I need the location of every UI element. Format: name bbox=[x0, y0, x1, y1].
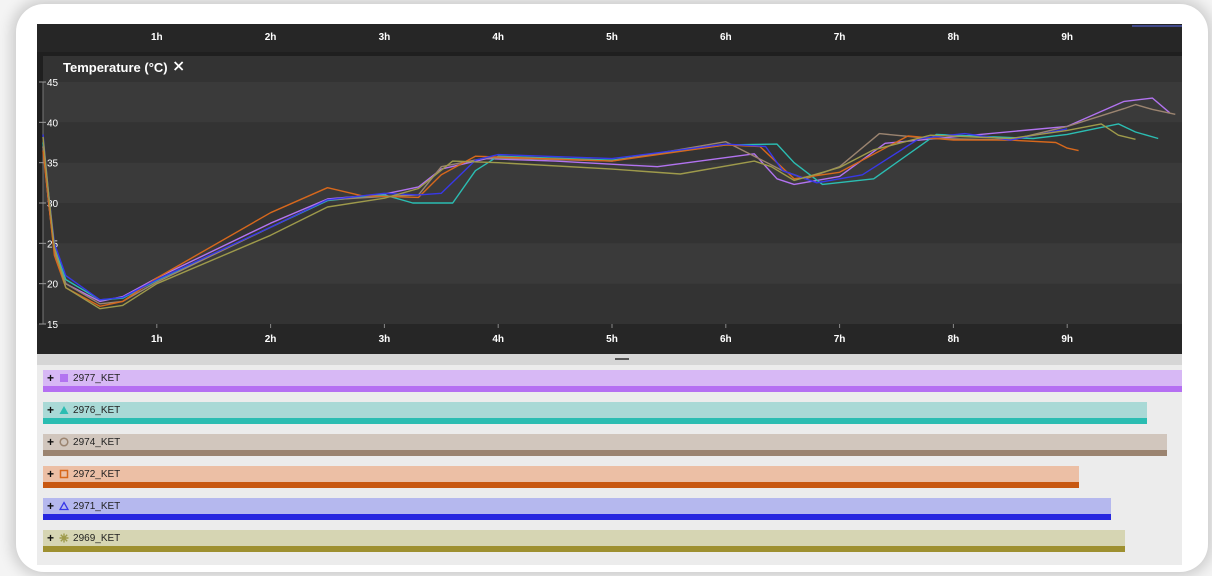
track-duration-bar[interactable] bbox=[43, 418, 1147, 424]
track-row[interactable]: +2969_KET bbox=[37, 530, 1182, 562]
y-tick-label: 20 bbox=[47, 280, 59, 291]
square-outline-marker-icon bbox=[59, 469, 69, 479]
track-label: +2972_KET bbox=[47, 467, 120, 481]
grid-band bbox=[43, 243, 1182, 284]
track-label: +2969_KET bbox=[47, 531, 120, 545]
x-tick-top-label: 8h bbox=[948, 32, 960, 43]
x-tick-label: 3h bbox=[379, 334, 391, 345]
x-tick-label: 4h bbox=[492, 334, 504, 345]
splitter-handle-icon[interactable] bbox=[615, 358, 629, 360]
x-tick-top-label: 3h bbox=[379, 32, 391, 43]
track-duration-bar[interactable] bbox=[43, 514, 1111, 520]
close-icon[interactable] bbox=[174, 61, 184, 71]
x-tick-label: 2h bbox=[265, 334, 277, 345]
track-row[interactable]: +2977_KET bbox=[37, 370, 1182, 402]
panel-splitter[interactable] bbox=[37, 354, 1182, 365]
track-background bbox=[43, 530, 1125, 546]
track-name: 2972_KET bbox=[73, 468, 121, 480]
track-duration-bar[interactable] bbox=[43, 450, 1167, 456]
x-tick-top-label: 6h bbox=[720, 32, 732, 43]
y-tick-label: 15 bbox=[47, 320, 59, 331]
top-time-axis bbox=[37, 24, 1182, 52]
y-tick-label: 40 bbox=[47, 118, 59, 129]
x-tick-label: 9h bbox=[1061, 334, 1073, 345]
y-tick-label: 45 bbox=[47, 78, 59, 89]
track-name: 2974_KET bbox=[73, 436, 121, 448]
x-tick-label: 1h bbox=[151, 334, 163, 345]
x-tick-top-label: 9h bbox=[1061, 32, 1073, 43]
triangle-outline-marker-icon bbox=[59, 501, 70, 511]
x-tick-label: 6h bbox=[720, 334, 732, 345]
track-background bbox=[43, 370, 1182, 386]
circle-marker-icon bbox=[59, 437, 69, 447]
asterisk-marker-icon bbox=[59, 533, 69, 543]
series-line-2971_KET[interactable] bbox=[42, 128, 1068, 301]
track-label: +2974_KET bbox=[47, 435, 120, 449]
app-window: 1h 1h 2h 2h 3h 3h 4h 4h 5h 5h 6h 6h 7h 7h 8h 8h 9h 9h 15 20… bbox=[37, 24, 1182, 565]
series-line-2977_KET[interactable] bbox=[42, 97, 1171, 303]
x-tick-top-label: 1h bbox=[151, 32, 163, 43]
track-name: 2976_KET bbox=[73, 404, 121, 416]
series-line-2972_KET[interactable] bbox=[42, 135, 1079, 307]
track-label: +2977_KET bbox=[47, 371, 120, 385]
series-line-2969_KET[interactable] bbox=[42, 123, 1136, 310]
track-background bbox=[43, 434, 1167, 450]
track-name: 2969_KET bbox=[73, 532, 121, 544]
track-duration-bar[interactable] bbox=[43, 482, 1079, 488]
track-label: +2971_KET bbox=[47, 499, 120, 513]
x-tick-top-label: 7h bbox=[834, 32, 846, 43]
track-row[interactable]: +2972_KET bbox=[37, 466, 1182, 498]
x-tick-top-label: 5h bbox=[606, 32, 618, 43]
y-tick-label: 30 bbox=[47, 199, 59, 210]
y-tick-label: 35 bbox=[47, 159, 59, 170]
track-duration-bar[interactable] bbox=[43, 386, 1182, 392]
triangle-marker-icon bbox=[59, 405, 69, 415]
expand-plus-icon[interactable]: + bbox=[47, 467, 55, 481]
x-tick-top-label: 4h bbox=[492, 32, 504, 43]
track-list: +2977_KET +2976_KET +2974_KET +2972_KET +297… bbox=[37, 370, 1182, 562]
expand-plus-icon[interactable]: + bbox=[47, 499, 55, 513]
track-row[interactable]: +2971_KET bbox=[37, 498, 1182, 530]
track-row[interactable]: +2974_KET bbox=[37, 434, 1182, 466]
expand-plus-icon[interactable]: + bbox=[47, 403, 55, 417]
expand-plus-icon[interactable]: + bbox=[47, 531, 55, 545]
expand-plus-icon[interactable]: + bbox=[47, 435, 55, 449]
track-background bbox=[43, 498, 1111, 514]
track-row[interactable]: +2976_KET bbox=[37, 402, 1182, 434]
x-tick-label: 7h bbox=[834, 334, 846, 345]
track-background bbox=[43, 402, 1147, 418]
track-background bbox=[43, 466, 1079, 482]
square-marker-icon bbox=[59, 373, 69, 383]
chart-title: Temperature (°C) bbox=[63, 60, 168, 75]
bottom-time-axis bbox=[37, 324, 1182, 354]
temperature-chart[interactable]: 1h 1h 2h 2h 3h 3h 4h 4h 5h 5h 6h 6h 7h 7h 8h 8h 9h 9h 15 20… bbox=[37, 24, 1182, 354]
track-label: +2976_KET bbox=[47, 403, 120, 417]
x-tick-top-label: 2h bbox=[265, 32, 277, 43]
track-name: 2971_KET bbox=[73, 500, 121, 512]
track-name: 2977_KET bbox=[73, 372, 121, 384]
x-tick-label: 8h bbox=[948, 334, 960, 345]
expand-plus-icon[interactable]: + bbox=[47, 371, 55, 385]
track-duration-bar[interactable] bbox=[43, 546, 1125, 552]
x-tick-label: 5h bbox=[606, 334, 618, 345]
grid-band bbox=[43, 82, 1182, 123]
